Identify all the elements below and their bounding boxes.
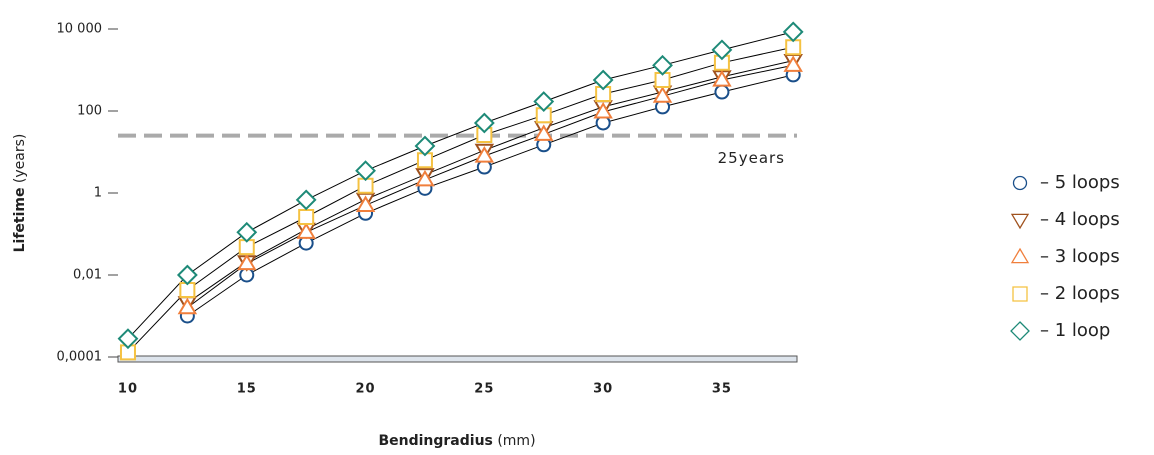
marker — [592, 69, 614, 91]
plot-area — [127, 31, 794, 353]
x-label-unit: (mm) — [497, 433, 535, 449]
marker — [783, 55, 803, 72]
marker — [1010, 247, 1030, 264]
marker — [414, 135, 436, 157]
y-label-bold: Lifetime — [12, 188, 28, 253]
y-axis-label: Lifetime (years) — [12, 134, 28, 253]
x-tick-label: 10 — [118, 382, 138, 397]
marker — [236, 221, 258, 243]
marker — [782, 21, 804, 43]
y-label-unit: (years) — [12, 134, 28, 183]
marker — [652, 54, 673, 76]
series-line — [187, 64, 794, 309]
series-line — [127, 31, 794, 340]
marker — [357, 177, 374, 194]
marker — [1010, 213, 1030, 230]
legend-label: – 4 loops — [1040, 209, 1120, 230]
x-tick-label: 25 — [474, 382, 494, 397]
x-tick-label: 15 — [237, 382, 257, 397]
marker — [177, 297, 198, 315]
marker — [1010, 321, 1030, 341]
marker — [533, 91, 555, 112]
y-tick-label: 1 — [94, 186, 102, 201]
marker — [296, 222, 316, 239]
marker — [785, 39, 802, 56]
legend-label: – 5 loops — [1040, 172, 1120, 193]
marker — [652, 86, 673, 103]
marker — [298, 208, 315, 225]
marker — [714, 84, 730, 100]
x-axis-label: Bendingradius (mm) — [378, 433, 535, 449]
marker — [1012, 286, 1028, 302]
y-tick-label: 100 — [77, 104, 102, 119]
marker — [355, 195, 376, 212]
marker — [711, 39, 733, 61]
x-label-bold: Bendingradius — [378, 433, 492, 449]
marker — [593, 101, 613, 119]
marker — [712, 70, 732, 87]
marker — [237, 253, 257, 271]
marker — [474, 146, 495, 163]
series-line — [127, 46, 794, 353]
reference-label: 25years — [718, 149, 785, 167]
marker — [176, 264, 198, 286]
marker — [295, 189, 317, 211]
marker — [355, 160, 376, 182]
marker — [415, 169, 435, 187]
marker — [473, 112, 495, 134]
series-line — [187, 74, 794, 317]
legend-label: – 2 loops — [1040, 283, 1120, 304]
legend-label: – 1 loop — [1040, 320, 1110, 341]
y-tick-label: 0,01 — [73, 268, 102, 283]
marker — [117, 328, 139, 350]
x-tick-label: 20 — [356, 382, 376, 397]
marker — [533, 124, 554, 141]
x-tick-label: 30 — [593, 382, 613, 397]
marker — [1012, 175, 1028, 191]
y-tick-label: 0,0001 — [57, 350, 103, 365]
legend-label: – 3 loops — [1040, 246, 1120, 267]
x-tick-label: 35 — [712, 382, 732, 397]
x-axis-bar — [117, 355, 798, 363]
y-tick-label: 10 000 — [57, 22, 103, 37]
